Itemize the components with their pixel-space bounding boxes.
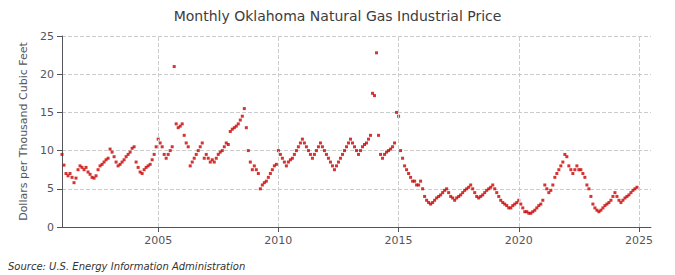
svg-text:10: 10 — [40, 144, 54, 157]
svg-text:15: 15 — [40, 106, 54, 119]
svg-text:5: 5 — [47, 182, 54, 195]
svg-text:2005: 2005 — [144, 234, 172, 247]
svg-text:2025: 2025 — [625, 234, 653, 247]
svg-text:2015: 2015 — [385, 234, 413, 247]
svg-text:20: 20 — [40, 68, 54, 81]
svg-text:25: 25 — [40, 30, 54, 43]
svg-text:Source: U.S. Energy Informatio: Source: U.S. Energy Information Administ… — [8, 261, 245, 272]
svg-text:2020: 2020 — [505, 234, 533, 247]
svg-text:0: 0 — [47, 221, 54, 234]
svg-text:Dollars per Thousand Cubic Fee: Dollars per Thousand Cubic Feet — [17, 41, 30, 220]
svg-text:Monthly Oklahoma Natural Gas I: Monthly Oklahoma Natural Gas Industrial … — [174, 8, 502, 24]
svg-text:2010: 2010 — [264, 234, 292, 247]
